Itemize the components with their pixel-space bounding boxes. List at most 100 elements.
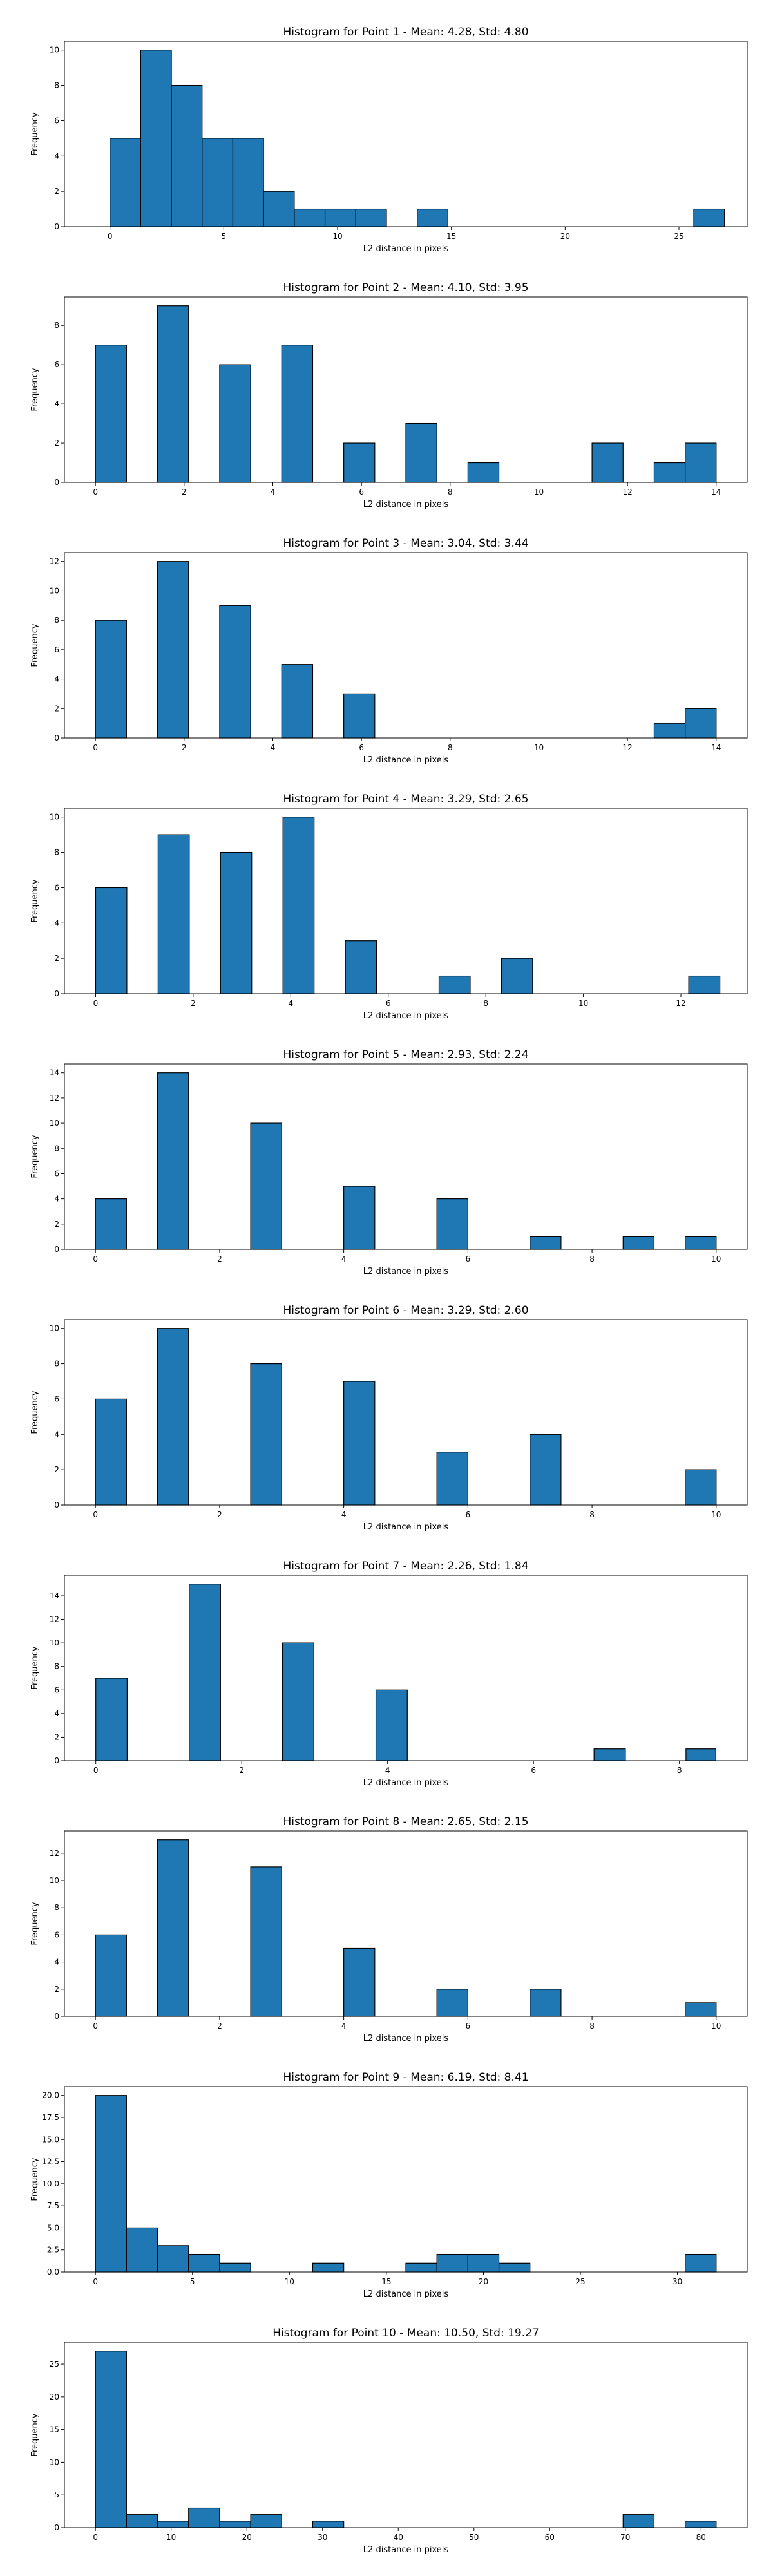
histogram-bar (417, 208, 448, 227)
y-axis-label: Frequency (30, 1902, 40, 1945)
y-tick-label: 0 (54, 222, 59, 231)
histogram-panel: 0 5 10 15 20 25 0 2 4 6 8 10 Histogram for Point 1 -… (30, 26, 748, 254)
y-axis-label: Frequency (30, 1135, 40, 1178)
histogram-panel: 0 2 4 6 8 10 12 14 0 2 4 6 8 10 12 Histogram for Point … (30, 537, 748, 765)
histogram-bar (95, 1934, 127, 2017)
histogram-panel: 0 2 4 6 8 0 2 4 6 8 10 12 14 Histogram for Point 7 - … (30, 1560, 748, 1788)
x-tick-label: 0 (93, 1255, 98, 1264)
histogram-panel: 0 2 4 6 8 10 0 2 4 6 8 10 Histogram for Point 6 - Me… (30, 1304, 748, 1532)
x-tick-label: 25 (575, 2277, 585, 2286)
x-tick-label: 2 (217, 1510, 222, 1519)
histogram-bar (685, 1748, 716, 1761)
x-tick-label: 10 (534, 488, 544, 497)
histogram-bar (126, 2227, 158, 2273)
y-tick-label: 4 (54, 918, 59, 927)
histogram-panel: 0 2 4 6 8 10 0 2 4 6 8 10 12 14 Histogram for Point 5 … (30, 1048, 748, 1276)
y-tick-label: 2 (54, 1732, 59, 1741)
y-tick-label: 12 (50, 557, 59, 566)
x-tick-label: 4 (385, 1766, 390, 1775)
x-tick-label: 20 (479, 2277, 488, 2286)
histogram-bar (188, 2507, 220, 2528)
x-tick-label: 5 (190, 2277, 195, 2286)
y-tick-label: 2 (54, 954, 59, 963)
x-tick-label: 6 (466, 2022, 471, 2031)
x-tick-label: 0 (93, 2277, 98, 2286)
y-tick-label: 2.5 (47, 2246, 59, 2255)
histogram-bar (281, 345, 314, 483)
x-axis-label: L2 distance in pixels (363, 1778, 449, 1788)
histogram-bar (324, 208, 356, 227)
chart-title: Histogram for Point 1 - Mean: 4.28, Std:… (283, 26, 528, 39)
histogram-bar (693, 208, 725, 227)
histogram-bar (95, 2095, 127, 2273)
x-axis-label: L2 distance in pixels (363, 755, 449, 765)
y-tick-label: 4 (54, 1195, 59, 1204)
x-tick-label: 8 (677, 1766, 682, 1775)
histogram-bar (375, 1689, 408, 1761)
y-tick-label: 8 (54, 321, 59, 330)
histogram-bar (685, 442, 717, 483)
x-tick-label: 60 (545, 2533, 555, 2542)
histogram-bar (343, 693, 376, 739)
x-tick-label: 5 (222, 232, 227, 241)
y-tick-label: 6 (54, 1930, 59, 1939)
x-tick-label: 15 (446, 232, 456, 241)
y-axis-label: Frequency (30, 623, 40, 667)
y-tick-label: 0 (54, 2012, 59, 2021)
y-tick-label: 6 (54, 116, 59, 125)
plot-frame (64, 296, 748, 483)
y-axis-label: Frequency (30, 2157, 40, 2201)
x-tick-label: 10 (534, 743, 544, 752)
y-tick-label: 12 (50, 1615, 59, 1624)
y-tick-label: 8 (54, 1144, 59, 1153)
histogram-bar (622, 1236, 655, 1250)
histogram-bar (281, 664, 314, 739)
histogram-panel: 0 2 4 6 8 10 0 2 4 6 8 10 12 Histogram for Point 8 - … (30, 1815, 748, 2043)
y-tick-label: 2 (54, 439, 59, 448)
x-tick-label: 10 (332, 232, 342, 241)
histogram-bar (95, 887, 128, 994)
x-tick-label: 2 (217, 1255, 222, 1264)
histogram-bar (436, 1198, 468, 1250)
histogram-bar (405, 422, 437, 483)
x-tick-label: 0 (93, 743, 98, 752)
histogram-bar (343, 1381, 376, 1506)
x-tick-label: 4 (341, 1510, 347, 1519)
histogram-bar (189, 1584, 221, 1761)
y-tick-label: 5.0 (47, 2223, 59, 2232)
y-tick-label: 8 (54, 1662, 59, 1671)
histogram-bar (171, 84, 203, 227)
x-tick-label: 25 (674, 232, 683, 241)
histogram-bar (438, 975, 471, 994)
x-tick-label: 0 (93, 1766, 99, 1775)
y-tick-label: 15 (50, 2425, 59, 2434)
chart-title: Histogram for Point 8 - Mean: 2.65, Std:… (283, 1815, 528, 1828)
x-tick-label: 20 (560, 232, 570, 241)
histogram-bar (250, 1363, 282, 1506)
x-tick-label: 40 (394, 2533, 403, 2542)
x-tick-label: 10 (711, 1255, 721, 1264)
histogram-bar (653, 723, 686, 739)
histogram-bar (232, 138, 264, 227)
histogram-bar (355, 208, 387, 227)
x-tick-label: 20 (242, 2533, 252, 2542)
x-tick-label: 30 (673, 2277, 682, 2286)
x-tick-label: 8 (589, 1255, 595, 1264)
x-tick-label: 8 (589, 2022, 595, 2031)
y-tick-label: 20.0 (42, 2091, 59, 2100)
x-tick-label: 8 (483, 999, 488, 1008)
histogram-bar (436, 1989, 468, 2017)
y-tick-label: 8 (54, 848, 59, 857)
y-tick-label: 10 (50, 2458, 59, 2467)
x-axis-label: L2 distance in pixels (363, 1011, 449, 1021)
x-tick-label: 12 (623, 488, 633, 497)
y-tick-label: 10 (50, 586, 59, 595)
y-tick-label: 8 (54, 616, 59, 625)
x-axis-label: L2 distance in pixels (363, 2289, 449, 2299)
x-tick-label: 0 (93, 1510, 98, 1519)
histogram-bar (530, 1236, 562, 1250)
x-tick-label: 80 (696, 2533, 706, 2542)
y-tick-label: 2 (54, 704, 59, 713)
histogram-panel: 0 2 4 6 8 10 12 14 0 2 4 6 8 Histogram for Point 2 - … (30, 281, 748, 509)
